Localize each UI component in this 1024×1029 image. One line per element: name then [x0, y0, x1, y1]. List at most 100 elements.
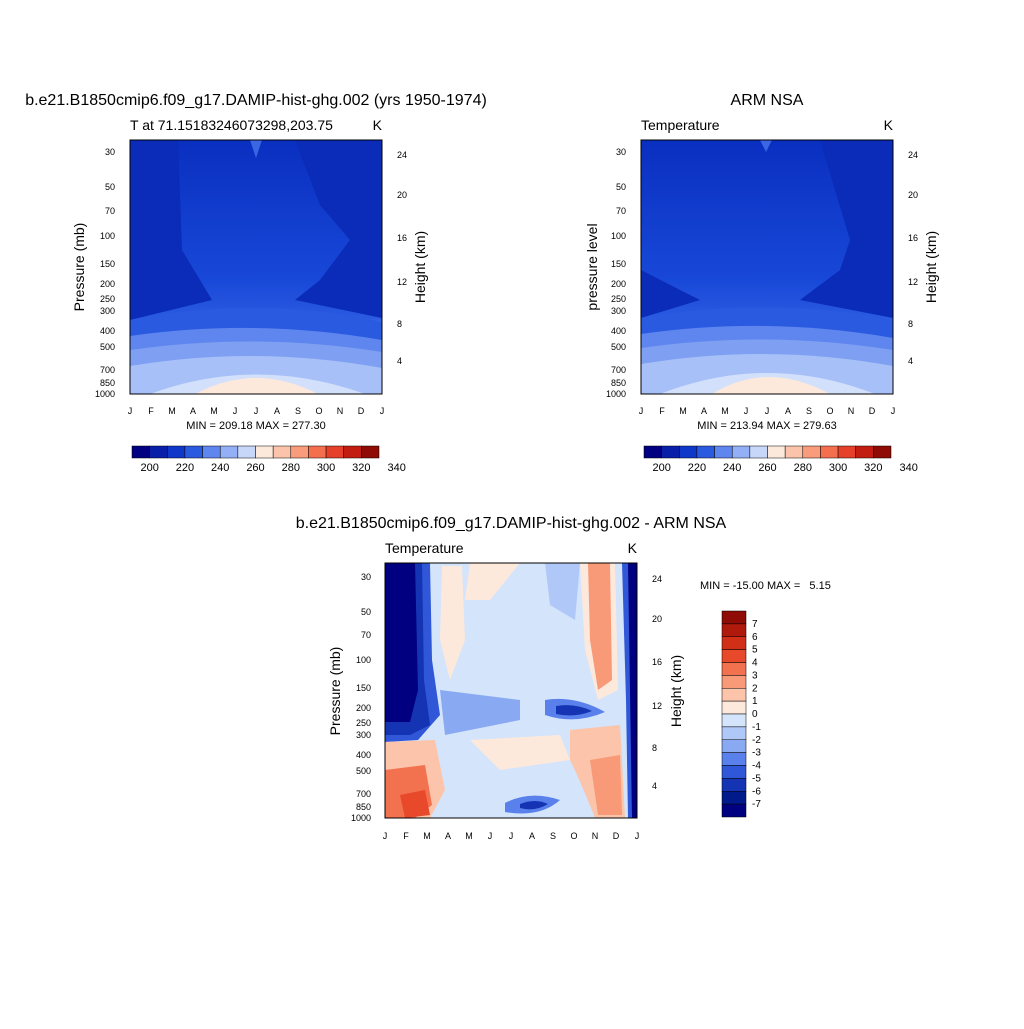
colorbar-label: 6	[752, 632, 758, 643]
panel1-ylabel: Pressure (mb)	[71, 223, 87, 312]
panel1-ytick: 500	[100, 342, 115, 352]
panel1-ytick: 200	[100, 279, 115, 289]
x-tick-label: F	[148, 406, 154, 416]
x-tick-label: M	[679, 406, 687, 416]
panel2-subtitle: Temperature	[641, 117, 720, 133]
colorbar-swatch	[131, 445, 150, 459]
panel3-yrtick: 20	[652, 614, 662, 624]
colorbar-swatch	[237, 445, 256, 459]
colorbar-label: 240	[723, 462, 741, 474]
panel2-title: ARM NSA	[731, 92, 804, 109]
colorbar-label: 280	[794, 462, 812, 474]
panel-model-temperature: b.e21.B1850cmip6.f09_g17.DAMIP-hist-ghg.…	[25, 92, 487, 474]
x-tick-label: J	[765, 406, 770, 416]
panel3-stats: MIN = -15.00 MAX = 5.15	[700, 580, 831, 592]
panel2-y-right-ticks: 24 20 16 12 8 4	[908, 150, 918, 366]
colorbar-swatch	[343, 445, 362, 459]
panel3-ytick: 400	[356, 750, 371, 760]
panel2-ytick: 300	[611, 306, 626, 316]
colorbar-swatch	[820, 445, 839, 459]
panel1-y-ticks: 30 50 70 100 150 200 250 300 400 500 700…	[95, 147, 115, 399]
colorbar-label: -6	[752, 786, 761, 797]
panel3-title: b.e21.B1850cmip6.f09_g17.DAMIP-hist-ghg.…	[296, 515, 727, 532]
panel1-yrtick: 12	[397, 277, 407, 287]
colorbar-label: -2	[752, 735, 761, 746]
colorbar-swatch	[721, 688, 747, 702]
colorbar-label: 220	[176, 462, 194, 474]
x-tick-label: F	[659, 406, 665, 416]
colorbar-swatch	[643, 445, 662, 459]
panel3-ytick: 500	[356, 766, 371, 776]
colorbar-label: 3	[752, 670, 758, 681]
panel2-stats: MIN = 213.94 MAX = 279.63	[697, 420, 836, 432]
colorbar-swatch	[721, 739, 747, 753]
panel1-contour-field	[130, 140, 382, 394]
panel1-ytick: 400	[100, 326, 115, 336]
x-tick-label: N	[848, 406, 855, 416]
panel3-yrtick: 24	[652, 574, 662, 584]
panel1-ytick: 100	[100, 231, 115, 241]
colorbar-label: -5	[752, 773, 761, 784]
panel1-frame	[129, 139, 383, 395]
colorbar-swatch	[721, 791, 747, 805]
x-tick-label: S	[550, 831, 556, 841]
x-tick-label: M	[210, 406, 218, 416]
panel1-yrtick: 4	[397, 356, 402, 366]
panel2-ytick: 700	[611, 365, 626, 375]
panel2-y-ticks: 30 50 70 100 150 200 250 300 400 500 700…	[606, 147, 626, 399]
x-tick-label: M	[168, 406, 176, 416]
colorbar-swatch	[721, 803, 747, 818]
panel2-ylabel: pressure level	[584, 223, 600, 310]
panel1-title: b.e21.B1850cmip6.f09_g17.DAMIP-hist-ghg.…	[25, 92, 487, 109]
colorbar-swatch	[202, 445, 221, 459]
colorbar-label: 320	[864, 462, 882, 474]
panel3-ylabel-right: Height (km)	[668, 655, 684, 727]
panel3-ytick: 1000	[351, 813, 371, 823]
panel1-ytick: 700	[100, 365, 115, 375]
x-tick-label: A	[190, 406, 196, 416]
panel2-yrtick: 8	[908, 319, 913, 329]
panel1-units: K	[373, 117, 383, 133]
panel2-yrtick: 4	[908, 356, 913, 366]
panel3-units: K	[628, 540, 638, 556]
panel3-y-ticks: 30 50 70 100 150 200 250 300 400 500 700…	[351, 572, 371, 823]
colorbar-label: 280	[282, 462, 300, 474]
colorbar-label: 5	[752, 645, 758, 656]
colorbar-swatch	[661, 445, 680, 459]
panel2-units: K	[884, 117, 894, 133]
panel2-ytick: 200	[611, 279, 626, 289]
colorbar-label: 260	[758, 462, 776, 474]
panel2-yrtick: 16	[908, 233, 918, 243]
colorbar-swatch	[290, 445, 309, 459]
x-tick-label: D	[613, 831, 620, 841]
x-tick-label: A	[274, 406, 280, 416]
colorbar-label: 300	[317, 462, 335, 474]
panel3-yrtick: 12	[652, 701, 662, 711]
colorbar-label: -7	[752, 799, 761, 810]
colorbar-swatch	[272, 445, 292, 459]
panel2-yrtick: 20	[908, 190, 918, 200]
x-tick-label: M	[721, 406, 729, 416]
colorbar-swatch	[184, 445, 203, 459]
colorbar-label: 2	[752, 683, 758, 694]
colorbar-swatch	[721, 778, 747, 792]
panel1-yrtick: 20	[397, 190, 407, 200]
colorbar-label: 4	[752, 658, 758, 669]
colorbar-swatch	[721, 623, 747, 637]
colorbar-label: 0	[752, 709, 758, 720]
panel2-ytick: 500	[611, 342, 626, 352]
panel2-ytick: 100	[611, 231, 626, 241]
x-tick-label: J	[639, 406, 644, 416]
colorbar-swatch	[731, 445, 751, 459]
x-tick-label: J	[488, 831, 493, 841]
panel3-ytick: 50	[361, 607, 371, 617]
colorbar-label: 260	[246, 462, 264, 474]
colorbar-swatch	[721, 700, 747, 715]
panel1-ytick: 50	[105, 182, 115, 192]
x-tick-label: J	[891, 406, 896, 416]
panel2-ytick: 70	[616, 206, 626, 216]
x-tick-label: N	[592, 831, 599, 841]
panel1-ytick: 30	[105, 147, 115, 157]
colorbar-swatch	[325, 445, 344, 459]
